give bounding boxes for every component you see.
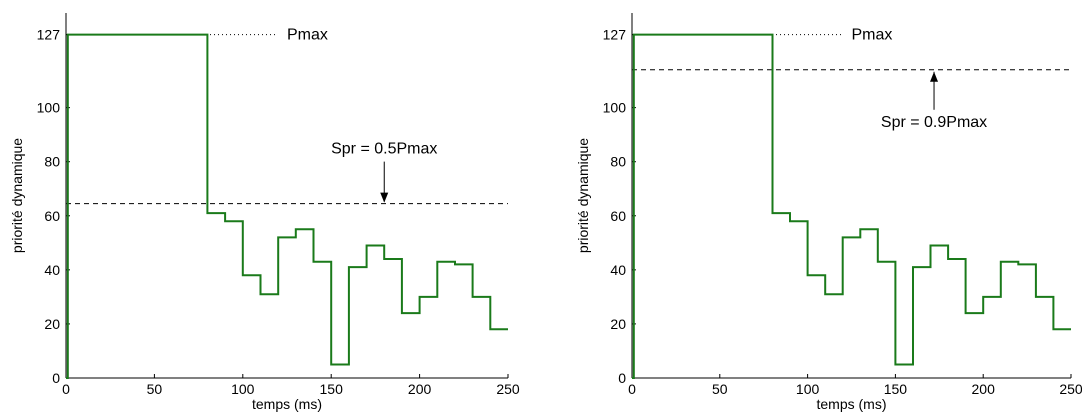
y-tick-label: 0	[52, 370, 60, 386]
y-tick-label: 80	[44, 154, 60, 170]
y-tick-label: 20	[610, 316, 626, 332]
y-tick-label: 127	[603, 27, 627, 43]
y-tick-label: 100	[37, 100, 61, 116]
y-axis-label: priorité dynamique	[9, 138, 25, 253]
x-tick-label: 150	[320, 381, 344, 397]
y-tick-label: 127	[37, 27, 61, 43]
y-tick-label: 20	[44, 316, 60, 332]
x-axis-label: temps (ms)	[252, 396, 322, 412]
x-tick-label: 0	[628, 381, 636, 397]
pmax-label: Pmax	[852, 27, 893, 44]
x-tick-label: 250	[1059, 381, 1082, 397]
x-tick-label: 50	[147, 381, 163, 397]
threshold-arrow-head	[930, 71, 939, 82]
y-tick-label: 60	[44, 208, 60, 224]
y-tick-label: 100	[603, 100, 627, 116]
chart-panel-1: 0 50 100 150 200 250 0 20 40 60 80 100 127 temps (ms)…	[9, 13, 520, 412]
threshold-label: Spr = 0.5Pmax	[331, 141, 437, 158]
x-tick-label: 100	[796, 381, 820, 397]
y-tick-label: 0	[618, 370, 626, 386]
y-tick-label: 40	[44, 262, 60, 278]
threshold-label: Spr = 0.9Pmax	[881, 114, 987, 131]
series-line-1	[632, 33, 1071, 379]
y-tick-label: 60	[610, 208, 626, 224]
pmax-label: Pmax	[287, 27, 328, 44]
y-tick-label: 80	[610, 154, 626, 170]
threshold-arrow-head	[380, 192, 389, 203]
x-tick-label: 200	[408, 381, 432, 397]
x-tick-label: 200	[972, 381, 996, 397]
x-tick-label: 50	[712, 381, 728, 397]
x-axis-label: temps (ms)	[817, 396, 887, 412]
y-tick-label: 40	[610, 262, 626, 278]
series-line-1	[66, 33, 508, 379]
x-tick-label: 0	[62, 381, 70, 397]
x-tick-label: 250	[496, 381, 520, 397]
x-tick-label: 100	[231, 381, 255, 397]
x-tick-label: 150	[884, 381, 908, 397]
y-axis-label: priorité dynamique	[575, 138, 591, 253]
chart-panel-2: 0 50 100 150 200 250 0 20 40 60 80 100 127 temps (ms)…	[575, 13, 1082, 412]
